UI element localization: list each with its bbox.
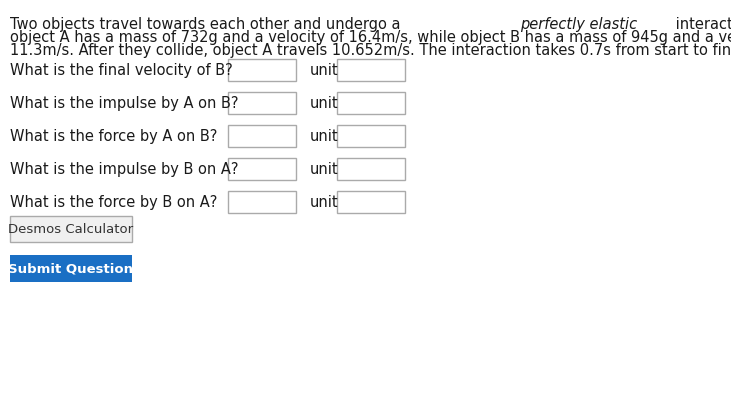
Text: object A has a mass of 732g and a velocity of 16.4m/s, while object B has a mass: object A has a mass of 732g and a veloci… [10, 30, 731, 45]
FancyBboxPatch shape [337, 125, 405, 147]
Text: interaction. Before they collide,: interaction. Before they collide, [671, 17, 731, 32]
Text: What is the impulse by A on B?: What is the impulse by A on B? [10, 96, 238, 111]
Text: unit: unit [310, 129, 338, 144]
Text: Submit Question: Submit Question [9, 262, 134, 275]
Text: unit: unit [310, 96, 338, 111]
Text: unit: unit [310, 162, 338, 177]
FancyBboxPatch shape [228, 158, 296, 180]
FancyBboxPatch shape [337, 158, 405, 180]
FancyBboxPatch shape [228, 92, 296, 114]
Text: unit: unit [310, 63, 338, 78]
FancyBboxPatch shape [10, 216, 132, 242]
FancyBboxPatch shape [228, 125, 296, 147]
Text: What is the force by A on B?: What is the force by A on B? [10, 129, 217, 144]
FancyBboxPatch shape [337, 92, 405, 114]
FancyBboxPatch shape [10, 255, 132, 282]
Text: unit: unit [310, 195, 338, 210]
FancyBboxPatch shape [228, 59, 296, 81]
FancyBboxPatch shape [337, 59, 405, 81]
Text: What is the final velocity of B?: What is the final velocity of B? [10, 63, 232, 78]
Text: Desmos Calculator: Desmos Calculator [9, 223, 134, 236]
Text: 11.3m/s. After they collide, object A travels 10.652m/s. The interaction takes 0: 11.3m/s. After they collide, object A tr… [10, 43, 731, 58]
Text: perfectly elastic: perfectly elastic [520, 17, 637, 32]
FancyBboxPatch shape [228, 191, 296, 213]
FancyBboxPatch shape [337, 191, 405, 213]
Text: Two objects travel towards each other and undergo a: Two objects travel towards each other an… [10, 17, 405, 32]
Text: What is the impulse by B on A?: What is the impulse by B on A? [10, 162, 238, 177]
Text: What is the force by B on A?: What is the force by B on A? [10, 195, 217, 210]
